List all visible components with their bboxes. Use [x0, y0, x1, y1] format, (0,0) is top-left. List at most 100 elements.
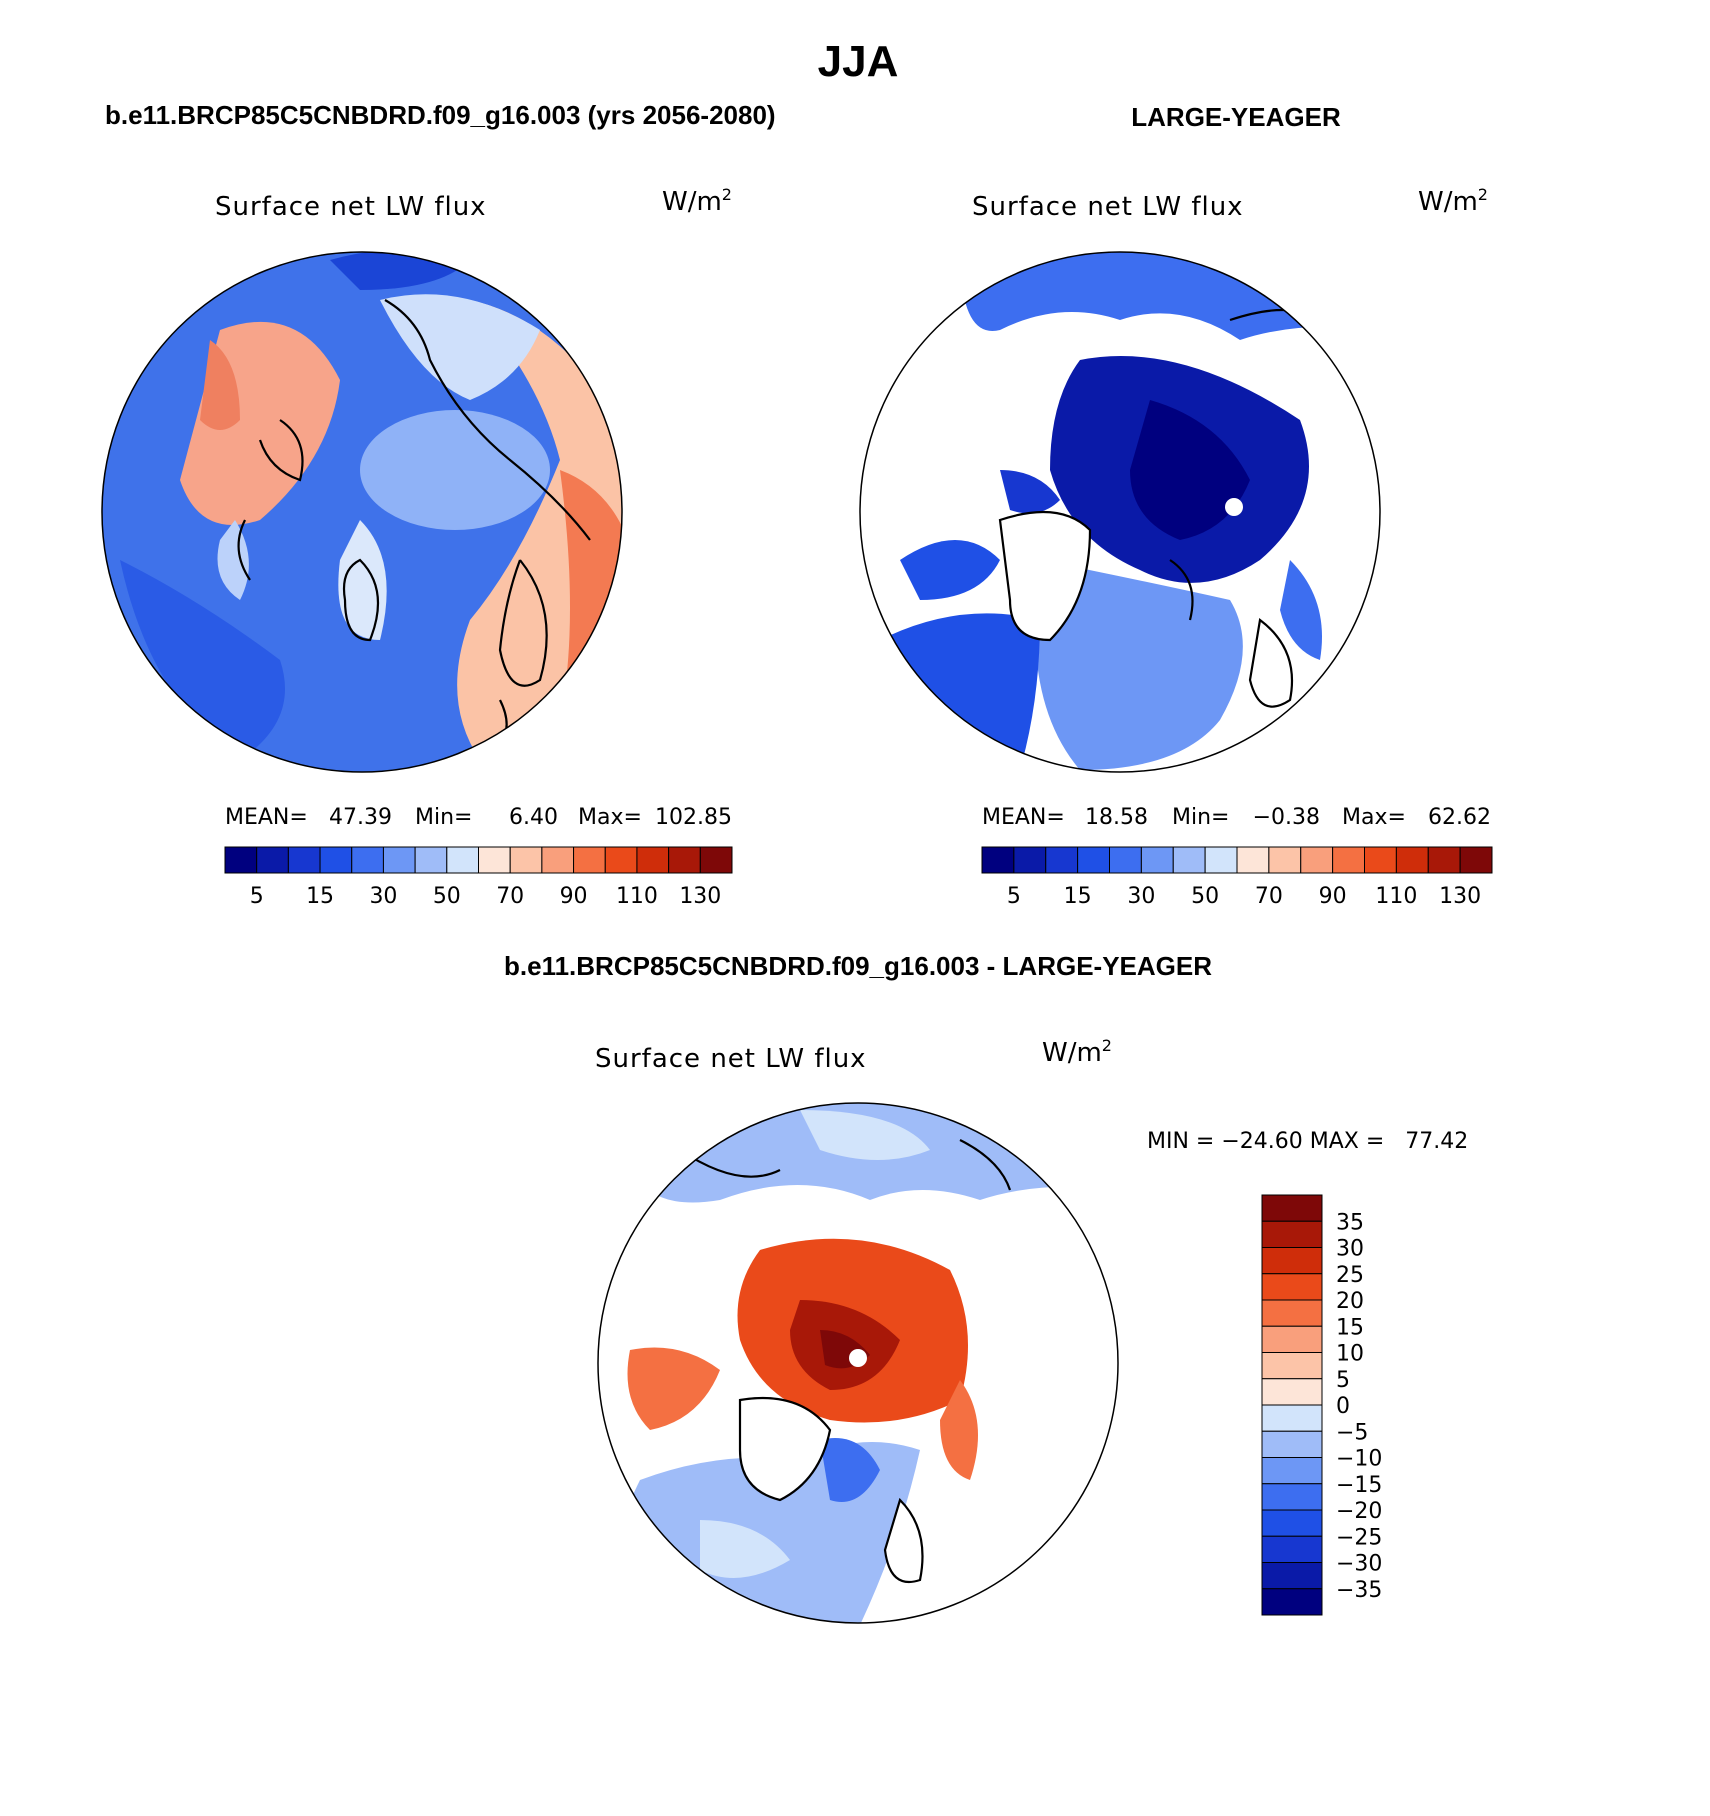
right-variable-label: Surface net LW flux	[972, 192, 1244, 222]
right-map-boundary	[859, 251, 1381, 773]
diff-case-title: b.e11.BRCP85C5CNBDRD.f09_g16.003 - LARGE…	[504, 951, 1212, 981]
left-colorbar-tick-label: 130	[679, 884, 721, 909]
left-stats-line: MEAN= 47.39 Min= 6.40 Max= 102.85	[225, 805, 732, 830]
right-case-title: LARGE-YEAGER	[1131, 102, 1341, 132]
right-min-value: −0.38	[1253, 805, 1320, 830]
diff-colorbar-swatch	[1261, 1325, 1323, 1353]
right-colorbar-swatch	[1013, 846, 1047, 874]
right-colorbar-swatch	[1364, 846, 1397, 874]
diff-colorbar-tick-label: 10	[1336, 1342, 1364, 1367]
right-mean-label: MEAN=	[982, 805, 1065, 830]
right-colorbar-swatch	[1300, 846, 1334, 874]
left-colorbar-tick-label: 90	[560, 884, 588, 909]
left-case-title: b.e11.BRCP85C5CNBDRD.f09_g16.003 (yrs 20…	[105, 100, 776, 130]
right-pole-marker	[1225, 498, 1243, 516]
right-colorbar-swatch	[1427, 846, 1461, 874]
diff-colorbar-swatch	[1261, 1535, 1323, 1563]
left-colorbar-swatch	[414, 846, 448, 874]
left-colorbar-swatch	[446, 846, 479, 874]
right-colorbar-swatch	[1109, 846, 1142, 874]
diff-colorbar-tick-label: −20	[1336, 1499, 1382, 1524]
right-colorbar-swatch	[1045, 846, 1079, 874]
diff-colorbar-tick-label: 35	[1336, 1210, 1364, 1235]
diff-colorbar-swatch	[1261, 1194, 1323, 1222]
right-colorbar-tick-label: 70	[1255, 884, 1283, 909]
left-colorbar-swatch	[351, 846, 384, 874]
right-colorbar-swatch	[1395, 846, 1429, 874]
right-colorbar-tick-label: 130	[1439, 884, 1481, 909]
diff-colorbar-tick-label: −25	[1336, 1525, 1382, 1550]
left-colorbar-swatch	[604, 846, 638, 874]
left-colorbar-swatch	[224, 846, 258, 874]
diff-minmax-text: MIN = −24.60 MAX = 77.42	[1147, 1129, 1468, 1154]
diff-units-label: W/m2	[1042, 1036, 1112, 1068]
right-colorbar-tick-label: 5	[1007, 884, 1021, 909]
right-colorbar: 5 15 30 50 70 90 110 130	[981, 846, 1493, 909]
left-max-label: Max=	[578, 805, 642, 830]
right-colorbar-swatch	[1077, 846, 1110, 874]
right-colorbar-swatch	[1268, 846, 1302, 874]
diff-colorbar-tick-label: 0	[1336, 1394, 1350, 1419]
left-colorbar-swatch	[573, 846, 606, 874]
diff-colorbar-tick-label: −30	[1336, 1552, 1382, 1577]
left-colorbar-tick-label: 5	[250, 884, 264, 909]
diff-colorbar-tick-label: 25	[1336, 1263, 1364, 1288]
right-units-label: W/m2	[1418, 185, 1488, 217]
right-colorbar-tick-label: 110	[1375, 884, 1417, 909]
diff-variable-label: Surface net LW flux	[595, 1044, 867, 1074]
diff-colorbar-tick-label: 5	[1336, 1368, 1350, 1393]
left-colorbar-tick-label: 50	[433, 884, 461, 909]
right-colorbar-swatch	[1204, 846, 1238, 874]
left-colorbar-tick-label: 30	[369, 884, 397, 909]
left-min-label: Min=	[415, 805, 472, 830]
diff-colorbar-tick-label: −15	[1336, 1473, 1382, 1498]
right-max-label: Max=	[1342, 805, 1406, 830]
left-colorbar-swatch	[287, 846, 321, 874]
left-min-value: 6.40	[509, 805, 558, 830]
diff-colorbar-swatch	[1261, 1378, 1323, 1406]
diff-colorbar-swatch	[1261, 1509, 1323, 1537]
left-colorbar-swatch	[509, 846, 543, 874]
diff-colorbar-swatch	[1261, 1404, 1323, 1432]
left-colorbar-swatch	[668, 846, 701, 874]
diff-colorbar-swatch	[1261, 1299, 1323, 1327]
diff-pole-marker	[849, 1349, 867, 1367]
diff-colorbar-swatch	[1261, 1273, 1323, 1301]
right-colorbar-tick-label: 50	[1191, 884, 1219, 909]
right-colorbar-tick-label: 90	[1319, 884, 1347, 909]
left-colorbar-tick-label: 70	[496, 884, 524, 909]
right-min-label: Min=	[1172, 805, 1229, 830]
right-colorbar-swatch	[981, 846, 1015, 874]
left-colorbar-swatch	[478, 846, 511, 874]
right-colorbar-swatch	[1459, 846, 1493, 874]
diff-colorbar-tick-label: 15	[1336, 1315, 1364, 1340]
left-mean-label: MEAN=	[225, 805, 308, 830]
left-colorbar-tick-label: 110	[616, 884, 658, 909]
left-colorbar-swatch	[382, 846, 416, 874]
left-units-label: W/m2	[662, 185, 732, 217]
right-max-value: 62.62	[1428, 805, 1491, 830]
figure-title: JJA	[818, 37, 899, 86]
left-map-boundary	[101, 251, 623, 773]
right-mean-value: 18.58	[1085, 805, 1148, 830]
left-colorbar-swatch	[256, 846, 289, 874]
left-max-value: 102.85	[655, 805, 732, 830]
diff-colorbar-tick-label: 30	[1336, 1237, 1364, 1262]
diff-colorbar-swatch	[1261, 1352, 1323, 1380]
diff-colorbar-swatch	[1261, 1457, 1323, 1485]
diff-colorbar-swatch	[1261, 1247, 1323, 1275]
left-variable-label: Surface net LW flux	[215, 192, 487, 222]
right-polar-map	[860, 252, 1380, 772]
left-colorbar-swatch	[319, 846, 353, 874]
right-colorbar-swatch	[1332, 846, 1365, 874]
diff-colorbar-swatch	[1261, 1430, 1323, 1458]
diff-colorbar-tick-label: 20	[1336, 1289, 1364, 1314]
diff-colorbar-swatch	[1261, 1588, 1323, 1616]
diff-colorbar-swatch	[1261, 1562, 1323, 1590]
right-colorbar-tick-label: 15	[1064, 884, 1092, 909]
right-colorbar-swatch	[1172, 846, 1206, 874]
diff-colorbar-tick-label: −35	[1336, 1578, 1382, 1603]
left-colorbar-swatch	[699, 846, 733, 874]
diff-colorbar-swatch	[1261, 1220, 1323, 1248]
